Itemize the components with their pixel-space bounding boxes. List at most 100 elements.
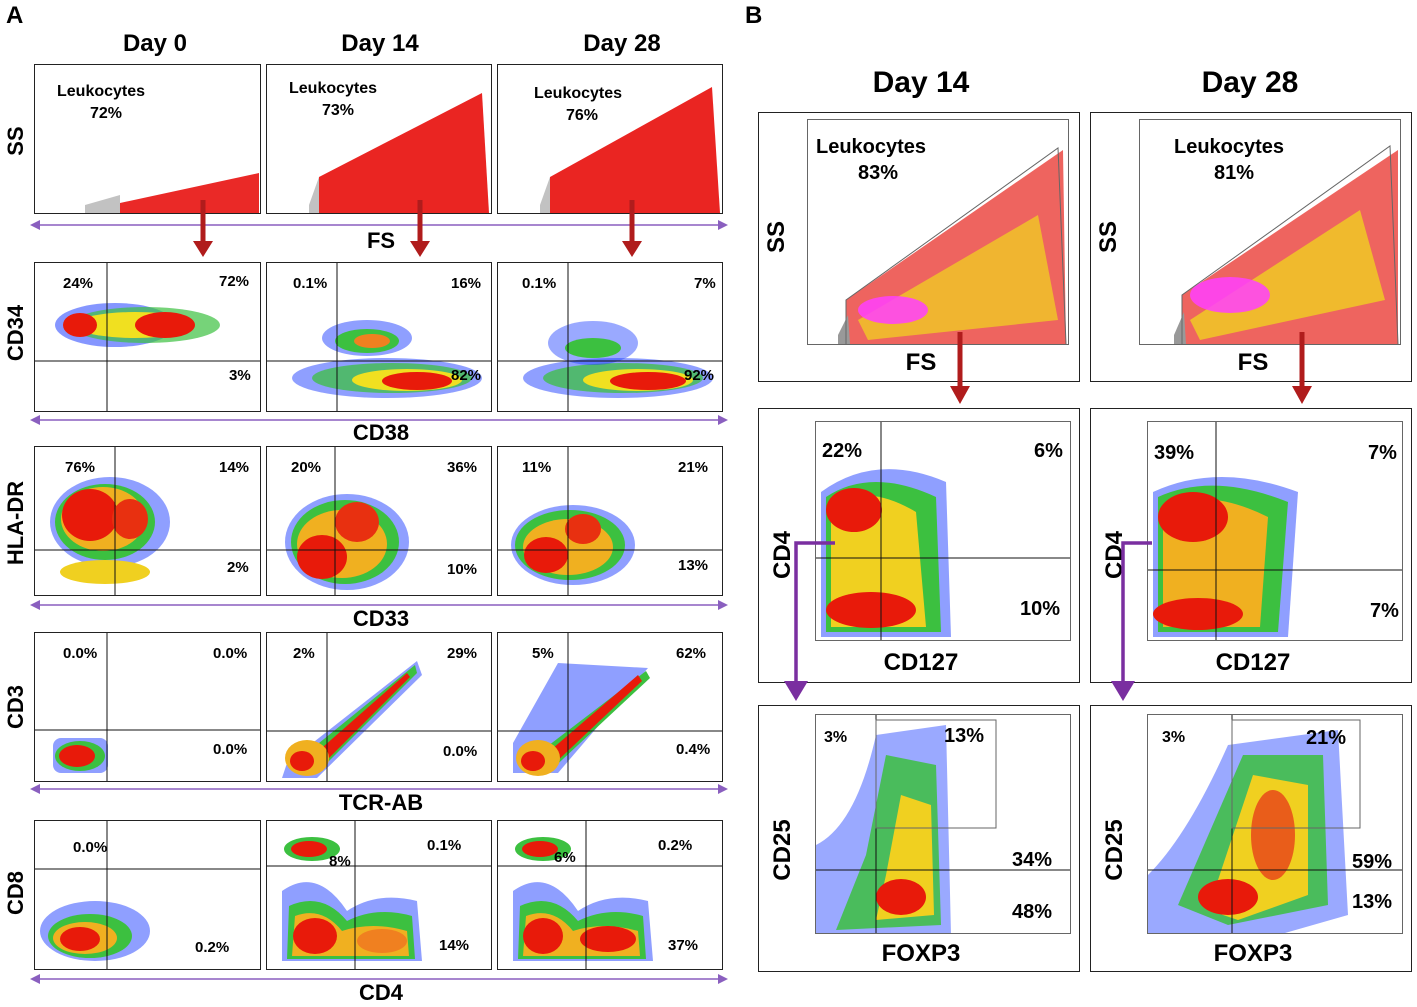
a-day0-gate-name: Leukocytes <box>57 83 146 100</box>
b-cd25-day14: 3% 13% 34% 48% <box>815 714 1071 934</box>
a-cd8-day14-ul: 8% <box>329 853 351 870</box>
a-hladr-day28-ul: 11% <box>522 459 552 476</box>
a-cd3-day14-density <box>267 633 491 781</box>
b-row3-day14-xlabel: FOXP3 <box>881 940 961 967</box>
a-day14-gate-pct: 73% <box>322 102 355 119</box>
b-cd25-day28: 3% 21% 59% 13% <box>1147 714 1403 934</box>
b-ss-fs-day28: Leukocytes 81% <box>1139 119 1401 345</box>
a-cd8-day14-lr: 14% <box>439 937 470 954</box>
a-cd3-day28-density <box>498 633 722 781</box>
a-row5-ylabel: CD8 <box>3 871 28 916</box>
a-cd8-day28-ur: 0.2% <box>658 837 693 854</box>
a-cd8-day28: 6% 0.2% 37% <box>497 820 723 970</box>
b-row3-day28-xlabel: FOXP3 <box>1213 940 1293 967</box>
a-day28-gate-name: Leukocytes <box>534 85 623 102</box>
a-cd3-day0-lr: 0.0% <box>213 741 248 758</box>
a-cd3-day28-ur: 62% <box>676 645 707 662</box>
a-cd34-day14: 0.1% 16% 82% <box>266 262 492 412</box>
b-cd25-day28-ur: 21% <box>1306 727 1347 749</box>
b-cd4-day28-lr: 7% <box>1370 600 1399 622</box>
a-cd3-day0: 0.0% 0.0% 0.0% <box>34 632 261 782</box>
b-day14-gate-pct: 83% <box>858 162 899 184</box>
panel-a-letter: A <box>6 2 24 29</box>
a-cd34-day28-ul: 0.1% <box>522 275 557 292</box>
panel-a-row1-ylabel: SS <box>3 126 28 156</box>
a-cd34-day0-ul: 24% <box>63 275 94 292</box>
a-cd3-day28-lr: 0.4% <box>676 741 711 758</box>
b-cd25-day14-mr: 34% <box>1012 849 1053 871</box>
b-cd25-day28-ul: 3% <box>1162 729 1186 746</box>
b-row2-day28-xlabel: CD127 <box>1215 649 1291 676</box>
a-hladr-day0: 76% 14% 2% <box>34 446 261 596</box>
a-row1-axis-arrow <box>30 220 728 230</box>
a-row2-axis-arrow <box>30 415 728 425</box>
a-hladr-day0-ur: 14% <box>219 459 250 476</box>
b-day28-gate-name: Leukocytes <box>1174 136 1285 158</box>
a-ss-fs-day28-scatter <box>540 87 720 213</box>
b-row2-day14-xlabel: CD127 <box>883 649 959 676</box>
a-hladr-day0-ul: 76% <box>65 459 96 476</box>
b-gate-arrows <box>950 332 1312 404</box>
a-cd3-day14-ur: 29% <box>447 645 478 662</box>
a-hladr-day28-lr: 13% <box>678 557 709 574</box>
a-row4-xlabel: TCR-AB <box>338 790 424 815</box>
a-cd8-day0: 0.0% 0.2% <box>34 820 261 970</box>
b-cd25-day14-ul: 3% <box>824 729 848 746</box>
a-hladr-day28: 11% 21% 13% <box>497 446 723 596</box>
b-cd25-day14-box: 3% 13% 34% 48% CD25 FOXP3 <box>758 705 1080 972</box>
b-cd4-day14: 22% 6% 10% <box>815 421 1071 641</box>
a-cd8-day0-lr: 0.2% <box>195 939 230 956</box>
a-cd3-day14: 2% 29% 0.0% <box>266 632 492 782</box>
b-ss-fs-day28-scatter <box>1174 145 1399 344</box>
a-cd8-day14: 8% 0.1% 14% <box>266 820 492 970</box>
a-cd34-day28-lr: 92% <box>684 367 715 384</box>
a-day28-gate-pct: 76% <box>566 107 599 124</box>
a-cd34-day28-ur: 7% <box>694 275 716 292</box>
a-hladr-day0-lr: 2% <box>227 559 249 576</box>
a-hladr-day14-lr: 10% <box>447 561 478 578</box>
a-hladr-day0-density <box>35 447 260 595</box>
a-cd34-day0-lr: 3% <box>229 367 251 384</box>
a-row2-ylabel: CD34 <box>3 304 28 362</box>
a-row5-axis-arrow <box>30 974 728 984</box>
b-ss-fs-day14: Leukocytes 83% <box>807 119 1069 345</box>
b-cd4-day28-density <box>1148 422 1402 640</box>
a-ss-fs-day14-scatter <box>309 93 489 213</box>
a-cd8-day14-density <box>267 821 491 969</box>
a-cd34-day14-ul: 0.1% <box>293 275 328 292</box>
a-cd3-day28: 5% 62% 0.4% <box>497 632 723 782</box>
a-row4-ylabel: CD3 <box>3 685 28 730</box>
b-cd25-day14-density <box>816 715 1070 933</box>
a-cd8-day0-ul: 0.0% <box>73 839 108 856</box>
b-ss-fs-day14-scatter <box>838 147 1067 344</box>
a-cd8-day28-density <box>498 821 722 969</box>
b-cd4-day28: 39% 7% 7% <box>1147 421 1403 641</box>
a-cd34-day0-ur: 72% <box>219 273 250 290</box>
a-cd34-day0-density <box>35 263 260 411</box>
b-cd4-day28-box: 39% 7% 7% CD4 CD127 <box>1090 408 1412 683</box>
a-cd34-day0: 24% 72% 3% <box>34 262 261 412</box>
a-cd34-day14-ur: 16% <box>451 275 482 292</box>
a-row5-xlabel: CD4 <box>358 980 403 1005</box>
a-row1-xlabel: FS <box>366 228 396 253</box>
a-cd3-day0-density <box>35 633 260 781</box>
a-cd3-day14-ul: 2% <box>293 645 315 662</box>
a-cd3-day14-lr: 0.0% <box>443 743 478 760</box>
b-row1-day28-ylabel: SS <box>1095 221 1122 254</box>
a-day14-gate-name: Leukocytes <box>289 80 378 97</box>
b-cd25-day28-mr: 59% <box>1352 851 1393 873</box>
panel-b-col-day14: Day 14 <box>872 66 970 99</box>
a-ss-fs-day14: Leukocytes 73% <box>266 64 492 214</box>
a-hladr-day14: 20% 36% 10% <box>266 446 492 596</box>
a-cd34-day28: 0.1% 7% 92% <box>497 262 723 412</box>
a-row4-axis-arrow <box>30 784 728 794</box>
a-cd8-day28-ul: 6% <box>554 849 576 866</box>
b-cd25-day14-ur: 13% <box>944 725 985 747</box>
a-hladr-day14-density <box>267 447 491 595</box>
a-cd34-day14-density <box>267 263 491 411</box>
a-row2-xlabel: CD38 <box>352 420 410 445</box>
b-ss-fs-day14-box: Leukocytes 83% SS FS <box>758 112 1080 382</box>
b-cd4-day14-lr: 10% <box>1020 598 1061 620</box>
b-row1-day14-xlabel: FS <box>905 349 937 376</box>
b-day28-gate-pct: 81% <box>1214 162 1255 184</box>
